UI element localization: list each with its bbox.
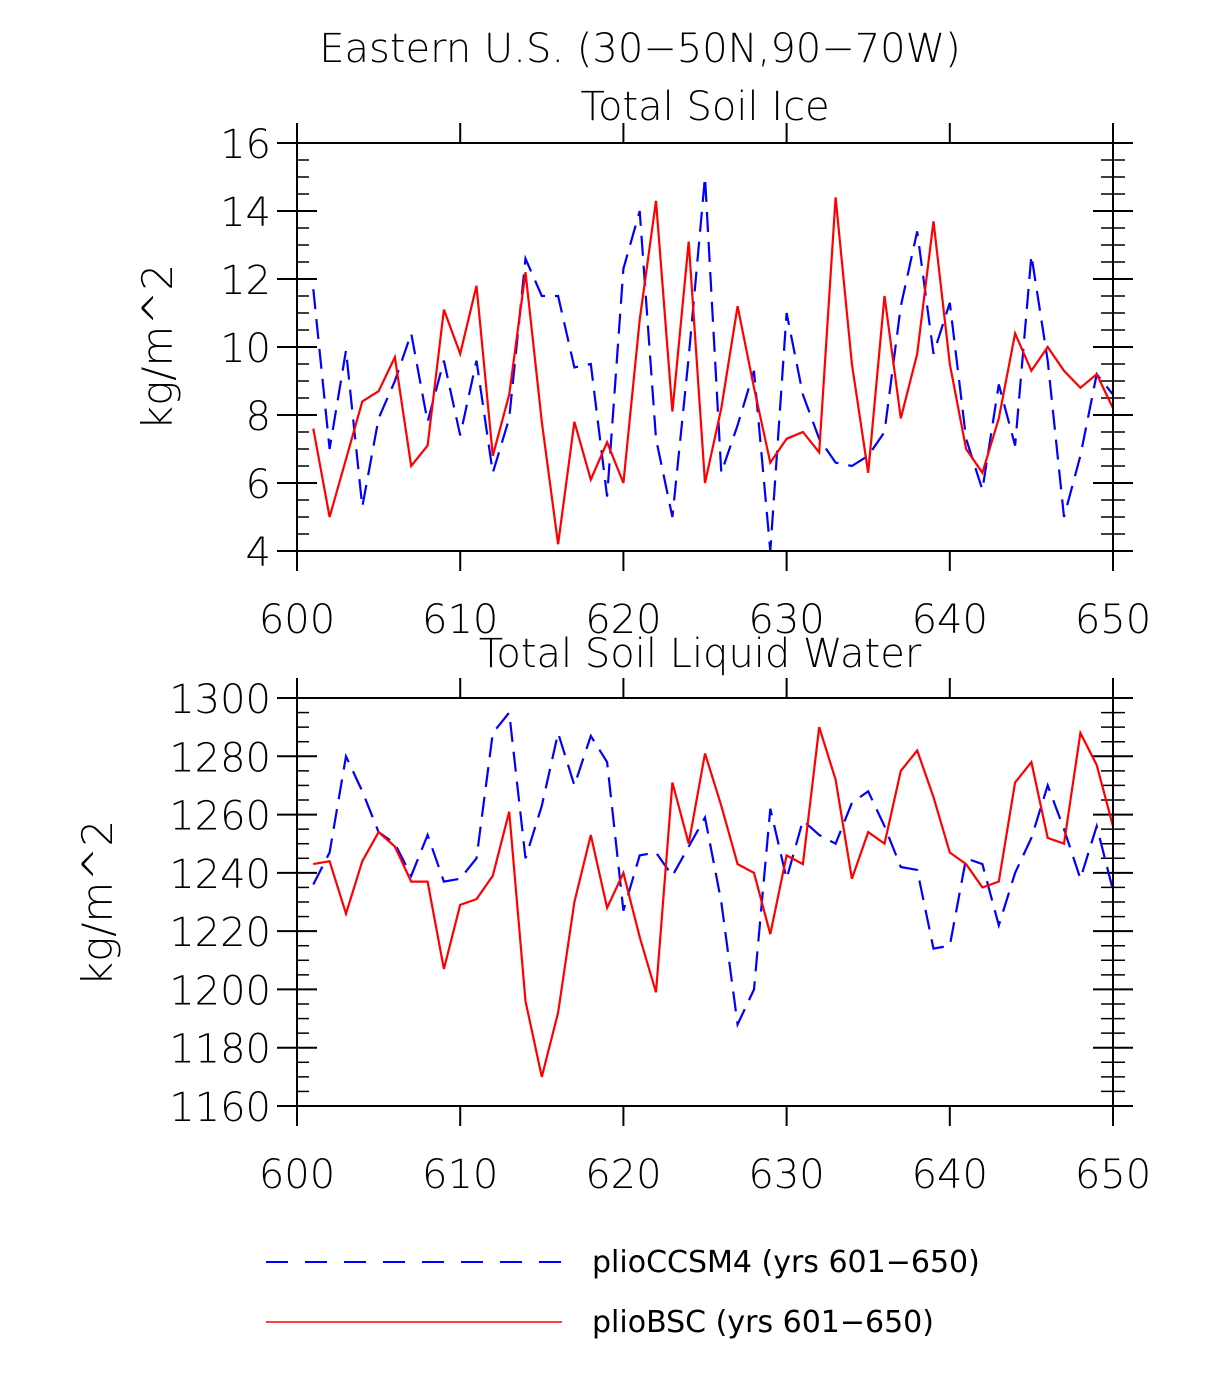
chart-total-soil-ice: Total Soil Ice kg/m^2 600 610 620 630 640 650… (133, 84, 1151, 643)
x-tick-label: 620 (585, 597, 661, 643)
x-tick-label: 610 (422, 1152, 498, 1198)
figure-title: Eastern U.S. (30−50N,90−70W) (319, 26, 961, 72)
y-tick-label: 1200 (169, 968, 271, 1014)
y-tick-label: 1220 (169, 910, 271, 956)
y-tick-label: 6 (246, 462, 271, 508)
x-tick-label: 640 (912, 1152, 988, 1198)
x-tick-label: 640 (912, 597, 988, 643)
plot-frame (296, 697, 1114, 1107)
chart-title: Total Soil Ice (580, 84, 829, 130)
y-tick-label: 14 (220, 190, 271, 236)
x-tick-label: 650 (1075, 597, 1151, 643)
legend: plioCCSM4 (yrs 601−650) plioBSC (yrs 601… (266, 1245, 980, 1340)
chart-total-soil-liquid-water: Total Soil Liquid Water kg/m^2 600 610 620… (73, 631, 1151, 1198)
x-tick-label: 610 (422, 597, 498, 643)
legend-label-plioccsm4: plioCCSM4 (yrs 601−650) (592, 1245, 980, 1280)
y-tick-label: 12 (220, 258, 271, 304)
y-tick-label: 1300 (169, 677, 271, 723)
y-tick-label: 8 (246, 394, 271, 440)
plot-frame (296, 142, 1114, 552)
series-line-pliobsc (313, 726, 1115, 1078)
series-line-plioccsm4 (312, 709, 1115, 1029)
x-tick-labels: 600 610 620 630 640 650 (259, 597, 1151, 643)
x-tick-label: 620 (585, 1152, 661, 1198)
y-tick-label: 1260 (169, 794, 271, 840)
y-tick-label: 1280 (169, 735, 271, 781)
x-tick-label: 650 (1075, 1152, 1151, 1198)
y-tick-label: 10 (220, 326, 271, 372)
y-axis-label: kg/m^2 (133, 264, 182, 431)
series-lines (312, 709, 1115, 1078)
y-tick-label: 1160 (169, 1085, 271, 1131)
chart-title: Total Soil Liquid Water (479, 631, 922, 677)
x-tick-label: 600 (259, 1152, 335, 1198)
y-tick-label: 1180 (169, 1027, 271, 1073)
y-tick-labels: 4 6 8 10 12 14 16 (220, 122, 271, 576)
y-axis-label: kg/m^2 (73, 820, 122, 987)
series-line-pliobsc (312, 197, 1114, 545)
x-tick-label: 600 (259, 597, 335, 643)
legend-label-pliobsc: plioBSC (yrs 601−650) (592, 1305, 934, 1340)
y-tick-label: 4 (246, 530, 271, 576)
y-tick-labels: 1160 1180 1200 1220 1240 1260 1280 1300 (169, 677, 271, 1131)
y-tick-label: 16 (220, 122, 271, 168)
x-tick-label: 630 (748, 597, 824, 643)
x-tick-label: 630 (748, 1152, 824, 1198)
series-lines (312, 176, 1114, 552)
series-line-plioccsm4 (312, 176, 1114, 552)
y-tick-label: 1240 (169, 852, 271, 898)
x-tick-labels: 600 610 620 630 640 650 (259, 1152, 1151, 1198)
axis-ticks (277, 678, 1133, 1126)
